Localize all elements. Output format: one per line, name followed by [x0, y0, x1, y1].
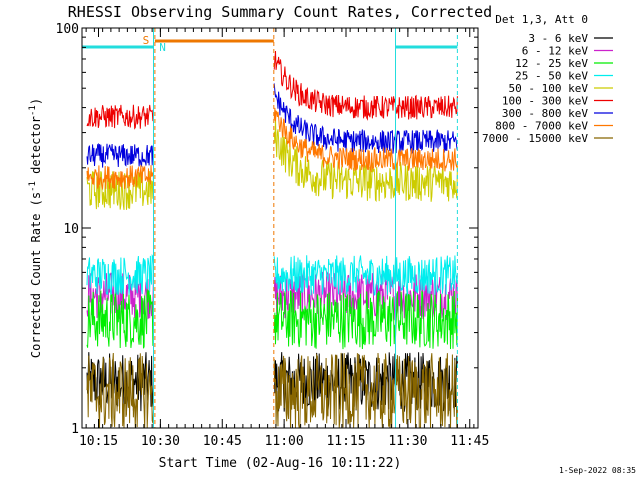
series-trace	[273, 270, 458, 321]
legend-label: 300 - 800 keV	[502, 107, 588, 120]
series-5	[86, 50, 458, 130]
y-axis-label-mid: detector	[29, 116, 43, 181]
legend-label: 800 - 7000 keV	[495, 120, 588, 133]
series-6	[86, 83, 458, 168]
legend-label: 6 - 12 keV	[522, 45, 589, 58]
x-tick-label: 10:15	[79, 434, 118, 449]
series-trace	[86, 165, 154, 191]
x-tick-label: 11:45	[450, 434, 489, 449]
y-tick-label: 100	[56, 22, 79, 37]
y-tick-label: 10	[63, 222, 79, 237]
series-3	[86, 253, 458, 297]
footer-timestamp: 1-Sep-2022 08:35	[559, 466, 636, 475]
x-tick-label: 11:30	[388, 434, 427, 449]
series-trace	[273, 255, 458, 297]
series-trace	[86, 352, 154, 429]
y-axis-label-main: Corrected Count Rate (s	[29, 192, 43, 358]
legend-label: 12 - 25 keV	[515, 57, 588, 70]
series-trace	[273, 289, 458, 350]
x-tick-label: 11:00	[265, 434, 304, 449]
series-trace	[86, 253, 154, 296]
saa-label: S	[143, 34, 150, 47]
axis-layer: 100 10 110:15 10:30 10:45 11:00 11:15 11:30 11:4…	[56, 22, 490, 449]
legend-label: 100 - 300 keV	[502, 95, 588, 108]
series-trace	[86, 104, 154, 130]
y-axis-label-sup: -1	[28, 181, 38, 192]
y-axis-label-sup2: -1	[28, 105, 38, 116]
legend-label: 50 - 100 keV	[509, 82, 589, 95]
series-trace	[86, 289, 154, 349]
series-trace	[273, 50, 458, 121]
y-axis-label-end: )	[29, 98, 43, 105]
series-8	[86, 352, 458, 429]
series-trace	[273, 352, 458, 429]
night-label: N	[159, 41, 166, 54]
series-2	[86, 289, 458, 350]
x-axis-label: Start Time (02-Aug-16 10:11:22)	[159, 456, 402, 471]
y-axis-label: Corrected Count Rate (s-1 detector-1)	[28, 98, 43, 358]
x-tick-label: 10:45	[203, 434, 242, 449]
y-tick-label: 1	[71, 422, 79, 437]
legend-label: 25 - 50 keV	[515, 70, 588, 83]
legend-label: 3 - 6 keV	[528, 32, 588, 45]
data-layer: SN	[82, 28, 458, 429]
series-trace	[273, 107, 458, 173]
x-tick-label: 10:30	[141, 434, 180, 449]
series-trace	[273, 83, 458, 154]
chart-title: RHESSI Observing Summary Count Rates, Co…	[68, 3, 492, 21]
series-trace	[273, 118, 458, 203]
series-7	[86, 107, 458, 191]
series-trace	[86, 143, 154, 168]
legend-title: Det 1,3, Att 0	[495, 13, 588, 26]
series-trace	[86, 171, 154, 210]
series-4	[86, 118, 458, 210]
legend-label: 7000 - 15000 keV	[482, 132, 588, 145]
x-tick-label: 11:15	[326, 434, 365, 449]
